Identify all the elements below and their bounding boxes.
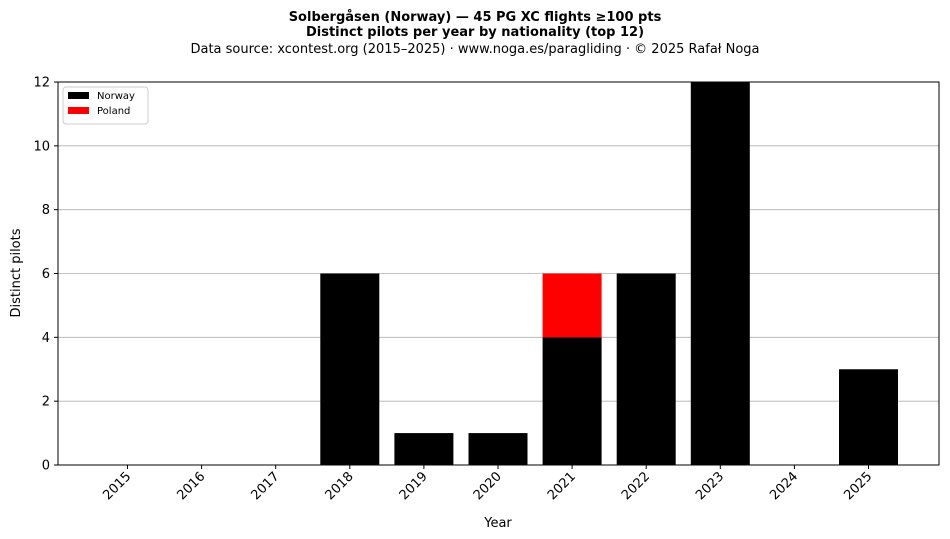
gridlines [58, 145, 939, 402]
x-tick-label: 2023 [693, 469, 727, 503]
bar-norway-2022 [616, 273, 676, 465]
x-tick-label: 2015 [100, 469, 134, 503]
legend-swatch-poland [68, 107, 89, 114]
x-tick-label: 2025 [841, 469, 875, 503]
y-axis: 0 2 4 6 8 10 12 [33, 76, 58, 474]
y-tick-label: 0 [42, 459, 50, 474]
y-tick-label: 10 [33, 139, 50, 154]
y-tick-label: 12 [33, 76, 50, 91]
chart-titles: Solbergåsen (Norway) — 45 PG XC flights … [0, 10, 950, 58]
chart-title: Solbergåsen (Norway) — 45 PG XC flights … [288, 10, 662, 25]
x-tick-label: 2024 [767, 469, 801, 503]
bar-norway-2023 [690, 82, 750, 465]
x-tick-label: 2016 [174, 469, 208, 503]
y-axis-label: Distinct pilots [9, 228, 24, 317]
x-tick-label: 2017 [249, 469, 283, 503]
x-tick-label: 2021 [545, 469, 579, 503]
x-axis-label: Year [483, 516, 512, 531]
bar-norway-2025 [839, 369, 898, 465]
x-tick-label: 2018 [323, 469, 357, 503]
y-tick-label: 4 [42, 331, 50, 346]
y-tick-label: 8 [42, 203, 50, 218]
chart-subtitle: Distinct pilots per year by nationality … [305, 25, 645, 40]
bar-norway-2021 [542, 337, 602, 465]
legend-label-poland: Poland [97, 106, 130, 117]
legend-label-norway: Norway [97, 91, 135, 102]
x-tick-label: 2019 [397, 469, 431, 503]
legend: Norway Poland [62, 86, 149, 125]
bar-poland-2021 [542, 273, 602, 338]
chart-source: Data source: xcontest.org (2015–2025) · … [190, 42, 760, 57]
x-tick-label: 2022 [619, 469, 653, 503]
bar-norway-2019 [394, 433, 454, 465]
x-tick-label: 2020 [471, 469, 505, 503]
y-tick-label: 6 [42, 267, 50, 282]
bar-norway-2018 [320, 273, 380, 465]
bars [320, 82, 898, 465]
bar-norway-2020 [468, 433, 528, 465]
x-axis: 2015 2016 2017 2018 2019 2020 2021 2022 2023 2024… [100, 465, 875, 503]
legend-swatch-norway [68, 92, 89, 99]
y-tick-label: 2 [42, 395, 50, 410]
